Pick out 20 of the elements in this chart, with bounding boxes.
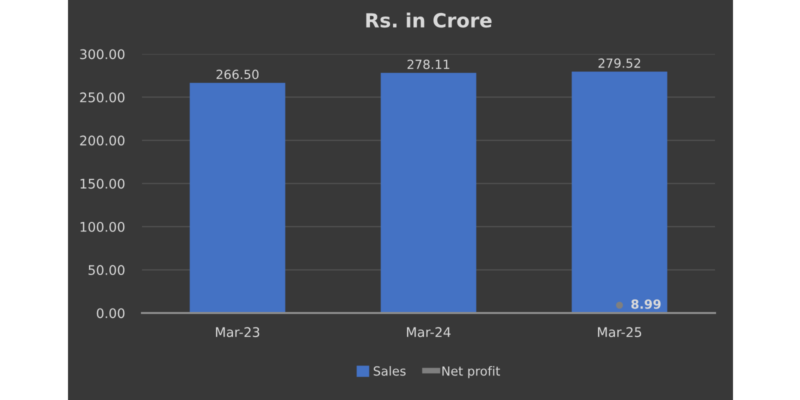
y-tick-label: 300.00 xyxy=(80,49,124,60)
x-tick-label: Mar-24 xyxy=(406,327,451,338)
x-tick-label: Mar-25 xyxy=(598,327,642,338)
y-tick-label: 150.00 xyxy=(80,178,124,189)
data-label: 8.99 xyxy=(631,299,661,309)
y-tick-label: 250.00 xyxy=(80,92,124,102)
bar xyxy=(572,72,668,313)
legend-label: Sales xyxy=(374,366,406,376)
y-tick-label: 200.00 xyxy=(80,136,124,146)
data-label: 278.11 xyxy=(408,60,450,70)
chart-title: Rs. in Crore xyxy=(366,12,492,28)
y-tick-label: 0.00 xyxy=(96,308,124,318)
y-tick-label: 50.00 xyxy=(88,265,124,276)
data-label: 266.50 xyxy=(216,70,259,80)
data-label: 279.52 xyxy=(598,58,640,68)
bar xyxy=(380,72,476,313)
legend-label: Net profit xyxy=(442,366,500,378)
x-tick-label: Mar-23 xyxy=(216,327,260,338)
y-tick-label: 100.00 xyxy=(80,222,124,232)
bar xyxy=(190,82,286,313)
